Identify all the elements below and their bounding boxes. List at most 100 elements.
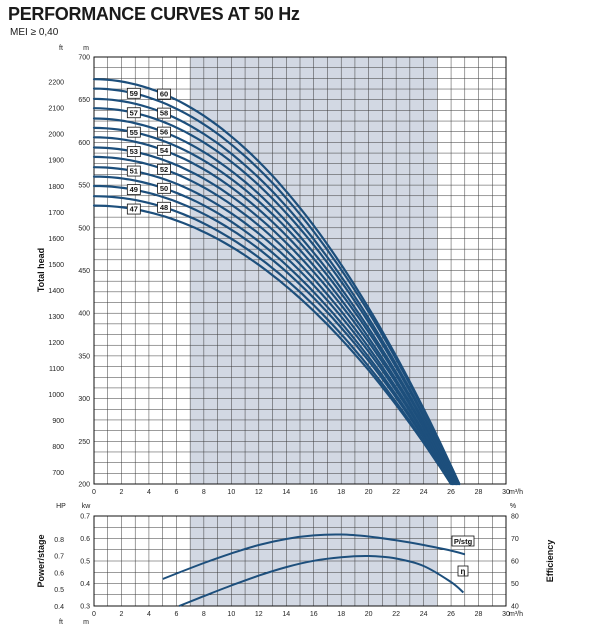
- head-chart: 0 2 4 6 8 10 12 14 16 18 20 22 24 26 28 30 m³/h200250300…: [36, 45, 523, 496]
- curve-label-box-50: [157, 182, 171, 194]
- curve-53: [92, 146, 457, 486]
- y-axis-title-power: Power/stage: [36, 534, 46, 587]
- y-tick-label-ft: 1900: [48, 158, 64, 165]
- y-tick-label-m: 350: [78, 353, 90, 360]
- curve-51: [92, 166, 455, 486]
- curve-label-box-60: [157, 88, 171, 100]
- y-tick-label-pct: 60: [511, 559, 519, 566]
- y-tick-label-ft: 1100: [49, 366, 64, 373]
- x-tick-label: 4: [147, 489, 151, 496]
- y-tick-label-ft: 2100: [48, 106, 64, 113]
- x-tick-label: 16: [310, 489, 318, 496]
- curve-label-box-47: [126, 203, 141, 215]
- curve-label-47: 47: [130, 205, 138, 214]
- curve-52: [92, 155, 455, 486]
- efficiency-label-box: [457, 565, 469, 577]
- y-tick-label-ft: 1400: [48, 288, 64, 295]
- y-unit-ft: ft: [59, 45, 63, 52]
- y-tick-label-ft: 1500: [48, 262, 64, 269]
- y-tick-label-hp: 0.5: [54, 587, 64, 594]
- y-tick-label-m: 450: [78, 268, 90, 275]
- curve-label-48: 48: [160, 203, 168, 212]
- curve-label-box-54: [157, 144, 171, 156]
- x-tick-label: 6: [174, 611, 178, 618]
- power-curve: [162, 533, 466, 580]
- y-tick-label-pct: 50: [511, 581, 519, 588]
- y-tick-label-ft: 800: [52, 444, 64, 451]
- y-tick-label-m: 250: [78, 439, 90, 446]
- y-axis-title-efficiency: Efficiency: [545, 540, 555, 583]
- x-tick-label: 16: [310, 611, 318, 618]
- x-tick-label: 2: [120, 489, 124, 496]
- curve-47: [92, 204, 453, 486]
- y-tick-label-hp: 0.4: [54, 604, 64, 611]
- y-tick-label-kw: 0.3: [80, 604, 90, 611]
- curve-label-52: 52: [160, 165, 168, 174]
- x-tick-label: 10: [227, 489, 235, 496]
- curve-label-51: 51: [130, 167, 138, 176]
- curve-60: [92, 78, 461, 486]
- x-tick-label: 22: [392, 489, 400, 496]
- y-tick-label-ft: 1300: [48, 314, 64, 321]
- y-tick-label-m: 500: [78, 225, 90, 232]
- plot-frame-lower: [93, 515, 507, 607]
- y-tick-label-m: 400: [78, 311, 90, 318]
- curve-48: [92, 195, 453, 486]
- y-tick-label-ft: 1200: [48, 340, 64, 347]
- curve-58: [92, 97, 459, 486]
- curve-label-box-56: [157, 126, 171, 138]
- curve-55: [92, 126, 458, 486]
- curve-56: [92, 117, 458, 486]
- y-tick-label-kw: 0.5: [80, 559, 90, 566]
- x-tick-label: 30: [502, 611, 510, 618]
- curve-label-50: 50: [160, 184, 168, 193]
- x-tick-label: 6: [174, 489, 178, 496]
- x-tick-label: 22: [392, 611, 400, 618]
- curve-label-60: 60: [160, 90, 168, 99]
- power-label-box: [451, 535, 475, 547]
- x-tick-label: 10: [227, 611, 235, 618]
- y-tick-label-kw: 0.6: [80, 536, 90, 543]
- y-tick-label-pct: 40: [511, 604, 519, 611]
- y-tick-label-pct: 80: [511, 514, 519, 521]
- x-tick-label: 12: [255, 611, 263, 618]
- y-unit-m: m: [83, 45, 89, 52]
- curve-50: [92, 175, 454, 486]
- curve-57: [92, 107, 459, 486]
- y-tick-label-hp: 0.6: [54, 570, 64, 577]
- curve-label-box-58: [157, 107, 171, 119]
- y-tick-label-ft: 1800: [48, 184, 64, 191]
- curve-label-53: 53: [130, 147, 138, 156]
- curve-label-55: 55: [130, 128, 138, 137]
- x-unit-label: m³/h: [509, 611, 523, 618]
- y-tick-label-ft: 700: [52, 470, 64, 477]
- curve-label-59: 59: [130, 89, 138, 98]
- page-title: PERFORMANCE CURVES AT 50 Hz: [8, 4, 300, 24]
- efficiency-curve: [178, 554, 465, 607]
- y-tick-label-m: 550: [78, 183, 90, 190]
- x-tick-label: 24: [420, 611, 428, 618]
- curve-label-box-53: [126, 146, 141, 158]
- x-tick-label: 26: [447, 611, 455, 618]
- curve-54: [92, 136, 457, 486]
- curve-label-49: 49: [130, 185, 138, 194]
- x-tick-label: 26: [447, 489, 455, 496]
- y-tick-label-kw: 0.7: [80, 514, 90, 521]
- y-tick-label-ft: 2200: [48, 80, 64, 87]
- curve-59: [92, 87, 461, 486]
- curve-label-58: 58: [160, 109, 168, 118]
- y-tick-label-m: 650: [78, 97, 90, 104]
- x-unit-label: m³/h: [509, 489, 523, 496]
- curve-label-56: 56: [160, 128, 168, 137]
- x-tick-label: 0: [92, 611, 96, 618]
- x-tick-label: 24: [420, 489, 428, 496]
- curve-49: [92, 184, 454, 486]
- x-tick-label: 18: [337, 489, 345, 496]
- curve-label-54: 54: [160, 146, 169, 155]
- y-tick-label-pct: 70: [511, 536, 519, 543]
- curve-label-box-59: [126, 87, 141, 99]
- y-tick-label-hp: 0.8: [54, 537, 64, 544]
- curve-label-box-57: [126, 107, 141, 119]
- y-axis-title: Total head: [36, 248, 46, 292]
